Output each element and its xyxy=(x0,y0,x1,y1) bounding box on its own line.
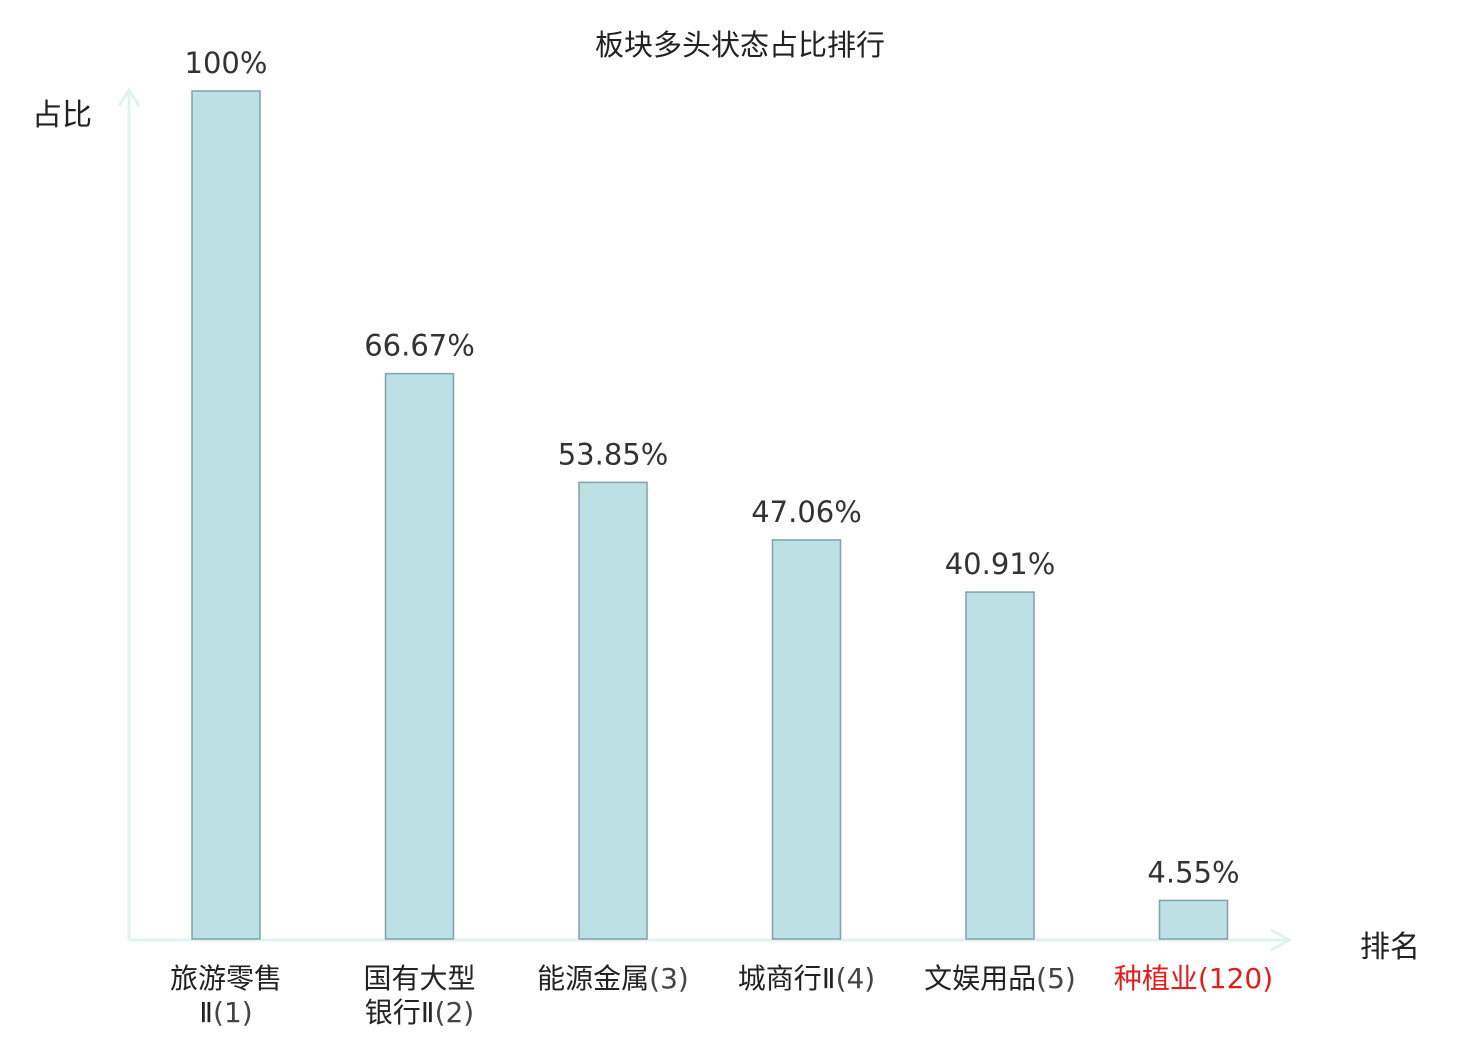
y-axis-arrow xyxy=(117,87,141,107)
x-axis-label: 排名 xyxy=(1360,930,1420,965)
category-label: 文娱用品(5) xyxy=(890,962,1110,996)
y-axis-label: 占比 xyxy=(32,98,92,133)
x-axis-arrow xyxy=(1270,928,1293,952)
category-rank: (4) xyxy=(835,962,876,995)
category-rank: (5) xyxy=(1036,962,1076,995)
data-label: 53.85% xyxy=(558,437,669,471)
bar xyxy=(965,591,1035,940)
bars-group xyxy=(191,90,1229,940)
category-name-cont: Ⅱ xyxy=(199,996,214,1029)
category-rank: (120) xyxy=(1197,962,1274,995)
category-label: 种植业(120) xyxy=(1084,962,1304,996)
data-label: 100% xyxy=(185,46,268,80)
bar xyxy=(1158,899,1229,940)
bar xyxy=(771,539,842,940)
category-name-cont: 银行Ⅱ xyxy=(364,996,435,1029)
category-rank: (3) xyxy=(649,962,689,995)
category-label: 旅游零售 Ⅱ(1) xyxy=(116,962,336,1030)
category-name: 文娱用品 xyxy=(924,962,1037,995)
category-label: 国有大型 银行Ⅱ(2) xyxy=(310,962,530,1030)
data-label: 4.55% xyxy=(1147,855,1239,889)
data-label: 47.06% xyxy=(751,495,862,529)
chart-title: 板块多头状态占比排行 xyxy=(594,28,885,62)
category-label: 能源金属(3) xyxy=(503,962,723,996)
bar xyxy=(578,481,648,940)
category-name: 国有大型 xyxy=(363,962,476,995)
axes xyxy=(117,87,1293,952)
category-label: 城商行Ⅱ(4) xyxy=(697,962,917,996)
data-label: 40.91% xyxy=(945,547,1056,581)
bar xyxy=(384,372,455,940)
data-label: 66.67% xyxy=(364,329,475,363)
data-labels-group: 100% 66.67% 53.85% 47.06% 40.91% 4.55% xyxy=(185,46,1240,889)
category-name: 城商行Ⅱ xyxy=(737,962,836,995)
bar xyxy=(191,90,261,940)
category-rank: (2) xyxy=(434,996,475,1029)
category-name: 能源金属 xyxy=(537,962,650,995)
category-name: 旅游零售 xyxy=(169,962,282,995)
category-name: 种植业 xyxy=(1113,962,1198,995)
category-rank: (1) xyxy=(213,996,253,1029)
